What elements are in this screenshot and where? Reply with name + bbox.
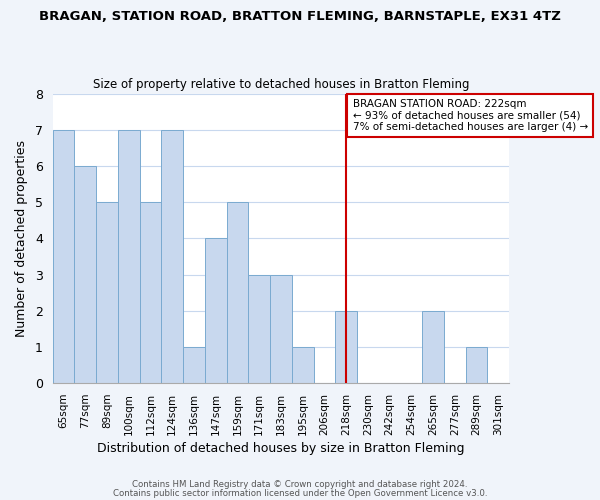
Y-axis label: Number of detached properties: Number of detached properties [15,140,28,337]
Bar [53,130,74,383]
Text: Contains public sector information licensed under the Open Government Licence v3: Contains public sector information licen… [113,488,487,498]
Bar [422,311,444,383]
Bar [161,130,183,383]
Bar [227,202,248,383]
Bar [118,130,140,383]
Bar [183,347,205,383]
Text: BRAGAN STATION ROAD: 222sqm
← 93% of detached houses are smaller (54)
7% of semi: BRAGAN STATION ROAD: 222sqm ← 93% of det… [353,99,588,132]
Bar [205,238,227,383]
Bar [74,166,96,383]
Bar [248,274,270,383]
Text: BRAGAN, STATION ROAD, BRATTON FLEMING, BARNSTAPLE, EX31 4TZ: BRAGAN, STATION ROAD, BRATTON FLEMING, B… [39,10,561,23]
Bar [292,347,314,383]
Title: Size of property relative to detached houses in Bratton Fleming: Size of property relative to detached ho… [92,78,469,91]
Text: Contains HM Land Registry data © Crown copyright and database right 2024.: Contains HM Land Registry data © Crown c… [132,480,468,489]
Bar [270,274,292,383]
Bar [140,202,161,383]
Bar [96,202,118,383]
Bar [466,347,487,383]
X-axis label: Distribution of detached houses by size in Bratton Fleming: Distribution of detached houses by size … [97,442,464,455]
Bar [335,311,357,383]
